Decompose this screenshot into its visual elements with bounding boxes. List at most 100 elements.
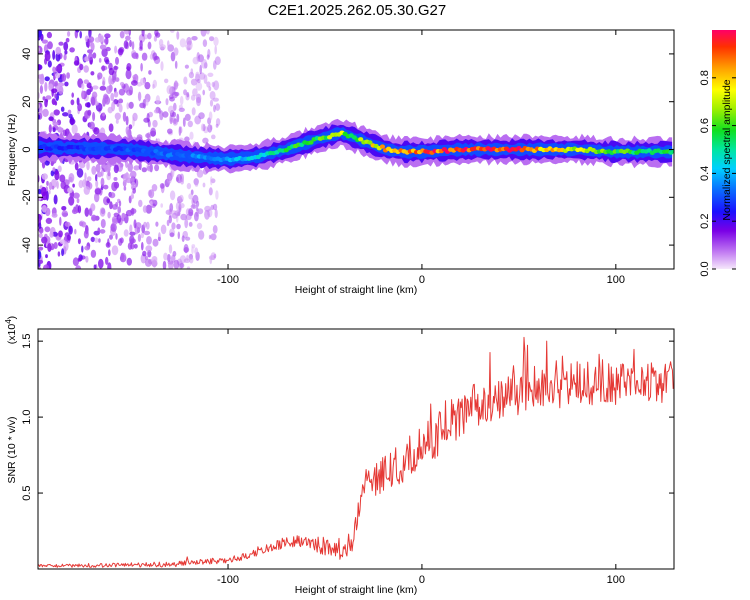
noise-speckle [56, 180, 59, 189]
x-tick-label: 100 [607, 574, 625, 586]
noise-speckle [173, 47, 179, 56]
noise-speckle [76, 168, 84, 178]
noise-speckle [197, 208, 204, 215]
noise-speckle [97, 72, 103, 80]
noise-speckle [48, 189, 51, 195]
noise-speckle [115, 119, 119, 124]
noise-speckle [53, 109, 60, 116]
noise-speckle [149, 200, 153, 207]
noise-speckle [91, 165, 97, 175]
noise-speckle [60, 106, 65, 112]
noise-speckle [202, 89, 205, 96]
noise-speckle [52, 167, 56, 172]
spectrogram-y-axis-label: Frequency (Hz) [6, 114, 18, 186]
noise-speckle [131, 80, 138, 86]
noise-speckle [92, 52, 97, 59]
noise-speckle [186, 266, 191, 269]
noise-speckle [38, 222, 42, 229]
noise-speckle [204, 209, 210, 220]
noise-speckle [174, 60, 178, 69]
noise-speckle [41, 173, 48, 180]
noise-speckle [59, 174, 66, 183]
noise-speckle [48, 124, 52, 133]
noise-speckle [88, 30, 92, 38]
noise-speckle [114, 45, 118, 54]
noise-speckle [113, 177, 118, 181]
spectrogram-panel: -100 0 100 -40 -20 0 20 40 Height of straight … [6, 29, 675, 296]
noise-speckle [38, 266, 42, 269]
colorbar-tick-label: 0.6 [699, 118, 711, 133]
noise-speckle [75, 265, 82, 269]
noise-speckle [128, 85, 133, 96]
noise-speckle [115, 77, 120, 82]
noise-speckle [46, 31, 53, 39]
noise-speckle [126, 129, 130, 140]
y-tick-label: 40 [21, 48, 33, 60]
noise-speckle [157, 236, 161, 241]
noise-speckle [164, 78, 169, 84]
noise-speckle [198, 112, 205, 120]
x-tick-label: 0 [419, 574, 425, 586]
noise-speckle [38, 188, 42, 195]
noise-speckle [206, 54, 210, 60]
noise-speckle [215, 123, 219, 128]
colorbar-label: Normalized spectral amplitude [721, 79, 733, 220]
noise-speckle [77, 103, 82, 112]
noise-speckle [84, 207, 90, 217]
noise-speckle [51, 88, 58, 94]
noise-speckle [87, 109, 92, 116]
noise-speckle [213, 104, 216, 113]
noise-speckle [172, 120, 178, 126]
colorbar-tick-label: 0.2 [699, 214, 711, 229]
snr-y-axis-label: SNR (10 * v/v) [6, 416, 18, 483]
noise-speckle [178, 107, 185, 113]
noise-speckle [189, 131, 194, 140]
noise-speckle [152, 83, 155, 89]
noise-speckle [111, 245, 119, 256]
noise-speckle [204, 205, 212, 212]
noise-speckle [41, 236, 48, 244]
noise-speckle [190, 204, 197, 210]
noise-speckle [120, 252, 127, 263]
noise-speckle [125, 69, 132, 80]
noise-speckle [48, 116, 54, 121]
noise-speckle [214, 45, 217, 55]
noise-speckle [90, 203, 96, 212]
noise-speckle [145, 99, 149, 106]
noise-speckle [177, 231, 180, 240]
noise-speckle [104, 33, 111, 39]
noise-speckle [212, 97, 219, 102]
noise-speckle [93, 264, 97, 269]
noise-speckle [90, 96, 96, 106]
noise-speckle [151, 256, 158, 262]
noise-speckle [115, 233, 118, 240]
noise-speckle [57, 165, 62, 173]
noise-speckle [98, 58, 102, 63]
noise-speckle [213, 36, 219, 47]
noise-speckle [123, 186, 127, 191]
snr-scale-label: (x104) [4, 316, 18, 344]
noise-speckle [72, 183, 75, 188]
noise-speckle [183, 76, 188, 85]
noise-speckle [139, 40, 143, 50]
noise-speckle [133, 243, 138, 249]
noise-speckle [93, 127, 100, 135]
noise-speckle [206, 81, 211, 88]
noise-speckle [176, 113, 180, 123]
snr-frame [37, 328, 675, 570]
noise-speckle [47, 41, 53, 50]
noise-speckle [155, 221, 159, 227]
noise-speckle [171, 91, 178, 99]
noise-speckle [208, 86, 212, 91]
noise-speckle [207, 72, 214, 78]
noise-speckle [147, 32, 152, 40]
colorbar-gradient [712, 30, 736, 269]
snr-x-ticks: -100 0 100 [217, 329, 625, 586]
noise-speckle [168, 105, 174, 114]
noise-speckle [185, 44, 191, 49]
noise-speckle [38, 74, 44, 80]
noise-speckle [118, 88, 125, 96]
noise-speckle [194, 211, 199, 222]
noise-speckle [167, 261, 174, 269]
noise-speckle [111, 101, 116, 112]
